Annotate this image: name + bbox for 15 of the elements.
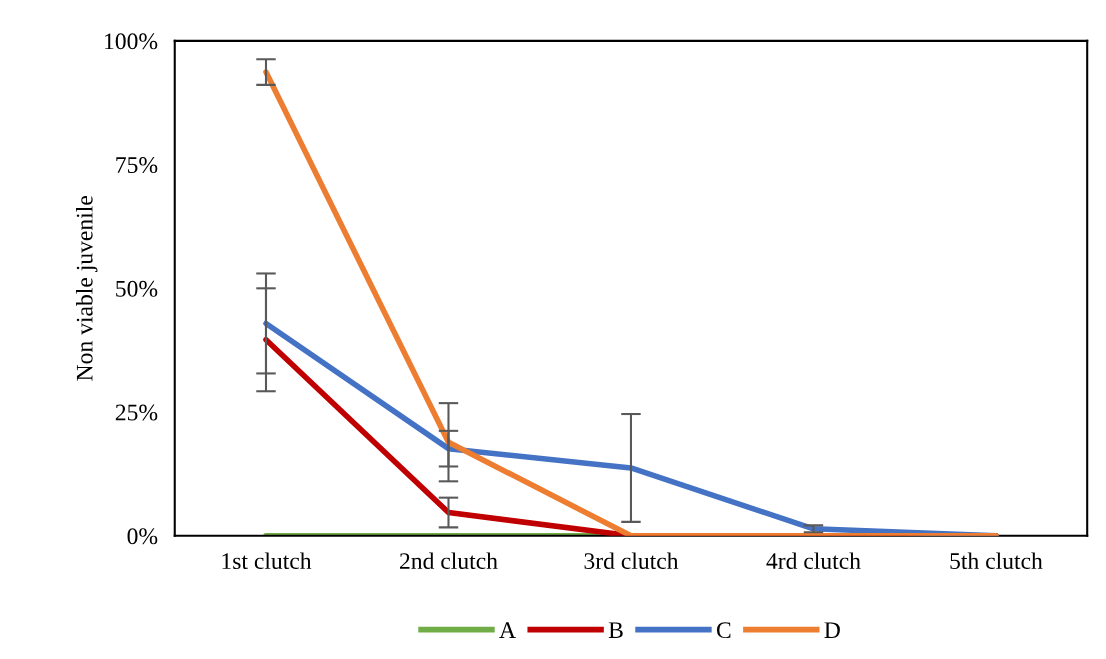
legend-label: A: [499, 622, 516, 638]
y-tick-label: 75%: [116, 157, 158, 174]
legend-label: C: [716, 622, 731, 639]
y-tick-label: 50%: [116, 280, 158, 297]
legend-label: B: [608, 622, 623, 638]
x-tick-label: 4rd clutch: [766, 552, 861, 570]
x-tick-label: 5th clutch: [950, 552, 1043, 570]
y-tick-label: 0%: [127, 528, 158, 545]
y-axis-title: Non viable juvenile: [76, 196, 98, 381]
x-tick-label: 2nd clutch: [400, 552, 498, 570]
legend-label: D: [824, 622, 840, 638]
y-tick-label: 100%: [105, 33, 158, 50]
x-tick-label: 3rd clutch: [584, 552, 679, 570]
x-tick-label: 1st clutch: [222, 552, 312, 570]
y-tick-label: 25%: [115, 404, 158, 421]
